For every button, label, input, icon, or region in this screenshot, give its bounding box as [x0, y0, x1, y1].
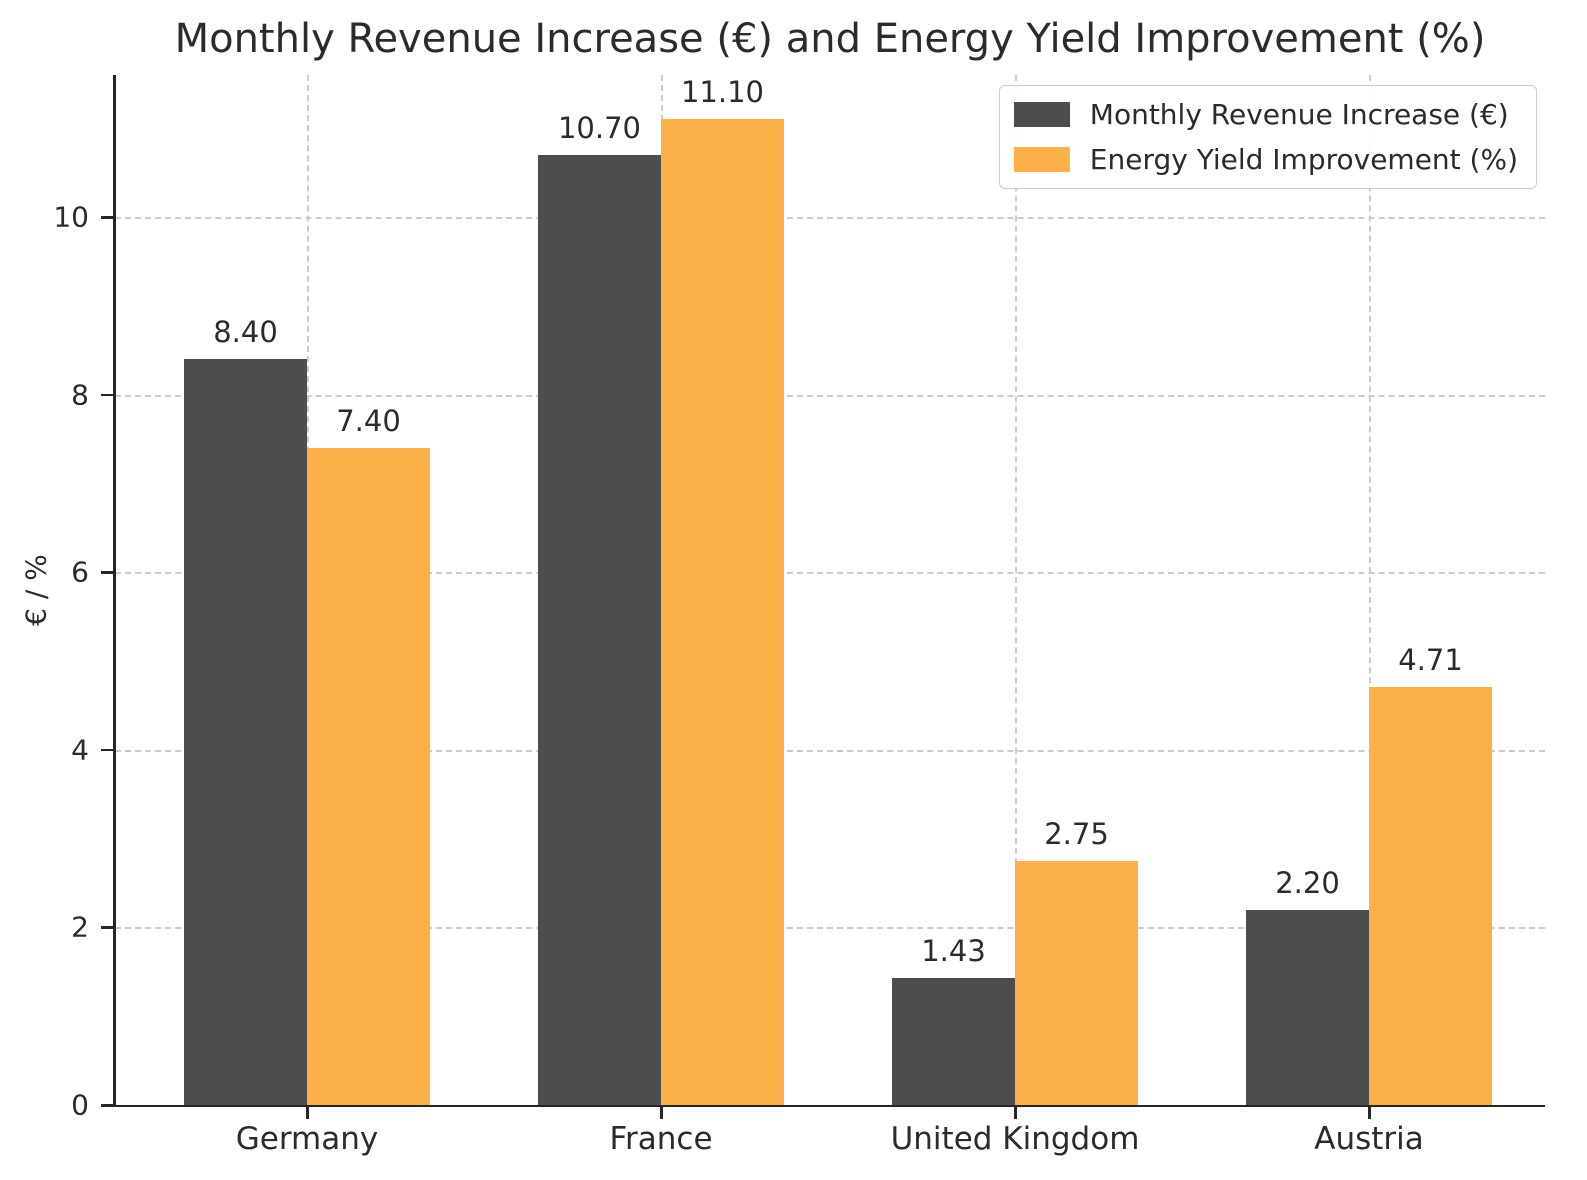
bar-energy-yield-improvement: [1369, 686, 1492, 1105]
bar-energy-yield-improvement: [307, 447, 430, 1105]
y-tick-label: 8: [71, 378, 89, 412]
y-tick-mark: [101, 571, 113, 574]
x-tick-label: Austria: [1314, 1121, 1424, 1157]
y-tick-label: 4: [71, 733, 89, 767]
legend-label: Monthly Revenue Increase (€): [1089, 98, 1509, 131]
y-tick-mark: [101, 393, 113, 397]
y-tick-label: 10: [53, 200, 89, 234]
bar-monthly-revenue-increase: [892, 978, 1015, 1105]
bar-energy-yield-improvement: [1015, 860, 1138, 1105]
gridline-horizontal: [115, 217, 1545, 220]
y-tick-label: 6: [71, 555, 89, 589]
x-tick-label: France: [609, 1121, 713, 1157]
bar-value-label: 2.20: [1275, 865, 1340, 900]
gridline-horizontal: [115, 394, 1545, 397]
bar-value-label: 1.43: [921, 934, 986, 969]
gridline-horizontal: [115, 572, 1545, 575]
bar-value-label: 8.40: [213, 315, 278, 350]
x-tick-mark: [660, 1107, 663, 1119]
gridline-vertical: [1369, 75, 1371, 1105]
gridline-horizontal: [115, 927, 1545, 930]
plot-area: 8.40 10.70 1.43 2.20 7.40 11.10 2.75 4.71 0 2 4 6 8…: [53, 75, 1545, 1157]
bar-value-label: 11.10: [680, 75, 765, 110]
legend: Monthly Revenue Increase (€) Energy Yield…: [998, 85, 1537, 189]
legend-swatch: [1013, 147, 1070, 172]
bar-value-label: 4.71: [1398, 642, 1463, 677]
y-tick-mark: [101, 216, 113, 219]
bar-value-label: 2.75: [1044, 816, 1109, 851]
legend-label: Energy Yield Improvement (%): [1089, 143, 1518, 176]
legend-item: Energy Yield Improvement (%): [1013, 143, 1518, 176]
y-axis-label: € / %: [19, 554, 53, 626]
x-tick-label: Germany: [235, 1121, 379, 1157]
chart-title: Monthly Revenue Increase (€) and Energy …: [174, 16, 1486, 62]
x-tick-label: United Kingdom: [890, 1121, 1140, 1157]
bar-monthly-revenue-increase: [1246, 909, 1369, 1105]
bar-value-label: 7.40: [336, 403, 401, 438]
x-tick-mark: [306, 1107, 309, 1119]
x-tick-mark: [1014, 1107, 1017, 1119]
y-tick-label: 2: [71, 910, 89, 944]
legend-item: Monthly Revenue Increase (€): [1013, 98, 1518, 131]
legend-swatch: [1013, 102, 1070, 127]
bar-monthly-revenue-increase: [184, 359, 307, 1105]
y-tick-mark: [101, 1104, 113, 1107]
bar-monthly-revenue-increase: [538, 154, 661, 1105]
gridline-vertical: [1015, 75, 1017, 1105]
y-tick-label: 0: [71, 1088, 89, 1122]
gridline-horizontal: [115, 749, 1545, 752]
y-axis-spine: [113, 75, 116, 1105]
y-tick-mark: [101, 748, 113, 752]
bar-energy-yield-improvement: [661, 119, 784, 1105]
y-tick-mark: [101, 926, 113, 929]
x-tick-mark: [1368, 1107, 1371, 1119]
bar-value-label: 10.70: [557, 110, 642, 145]
x-axis-spine: [113, 1104, 1545, 1107]
